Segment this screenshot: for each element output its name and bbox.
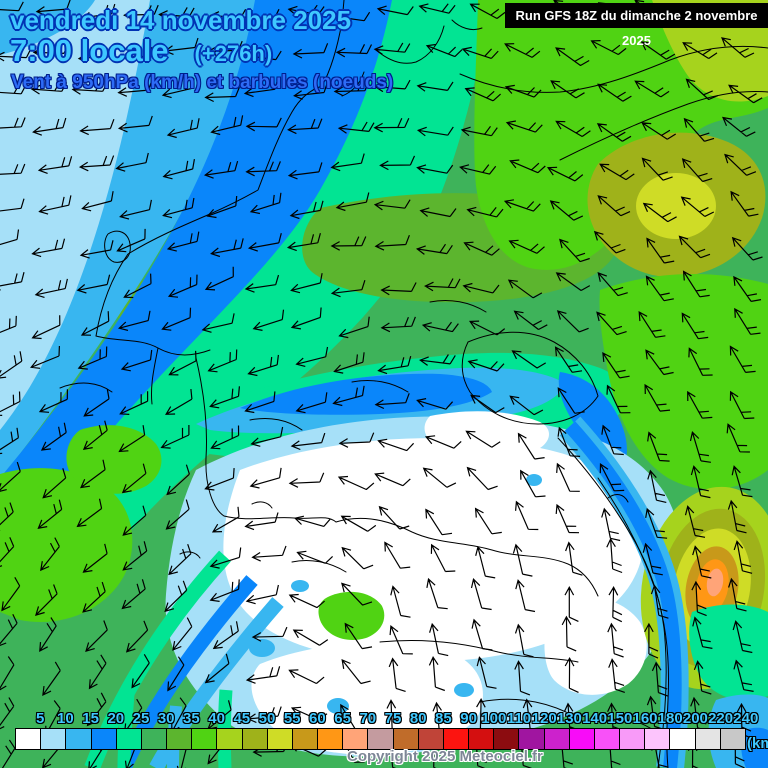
colorbar-cell: [694, 729, 720, 749]
colorbar-tick-label: 120: [531, 710, 557, 727]
colorbar-tick-label: 40: [208, 710, 225, 727]
colorbar-cell: [493, 729, 519, 749]
colorbar-tick-label: 100: [481, 710, 507, 727]
colorbar-cell: [16, 729, 41, 749]
colorbar-tick-label: 90: [460, 710, 477, 727]
colorbar-cell: [367, 729, 393, 749]
colorbar-tick-label: 85: [435, 710, 452, 727]
colorbar-tick-label: 70: [359, 710, 377, 727]
colorbar-cell: [719, 729, 745, 749]
colorbar-cell: [593, 729, 620, 749]
colorbar-tick-label: 220: [708, 710, 734, 727]
colorbar-cell: [317, 729, 343, 749]
colorbar-cell: [442, 729, 469, 749]
colorbar-tick-label: 25: [132, 710, 150, 727]
colorbar-cell: [40, 729, 66, 749]
colorbar-tick-label: 150: [607, 710, 633, 727]
colorbar-tick-label: 60: [309, 710, 326, 727]
colorbar-tick-label: 45: [233, 710, 251, 727]
colorbar-cell: [417, 729, 443, 749]
colorbar-tick-label: 65: [334, 710, 351, 727]
colorbar-tick-label: 160: [632, 710, 658, 727]
colorbar-cell: [266, 729, 292, 749]
colorbar-cell: [191, 729, 217, 749]
colorbar-cell: [392, 729, 418, 749]
colorbar-tick-label: 10: [57, 710, 74, 727]
colorbar-cell: [518, 729, 544, 749]
colorbar-tick-label: 130: [556, 710, 582, 727]
colorbar-tick-label: 180: [657, 710, 683, 727]
colorbar-cell: [644, 729, 670, 749]
colorbar-cell: [140, 729, 167, 749]
wind-speed-colorbar: [15, 728, 746, 750]
colorbar-cell: [115, 729, 141, 749]
colorbar-tick-label: 80: [409, 710, 427, 727]
colorbar-cell: [619, 729, 645, 749]
colorbar-cell: [468, 729, 494, 749]
colorbar-tick-label: 110: [506, 710, 532, 727]
colorbar-cell: [166, 729, 192, 749]
colorbar-tick-label: 240: [733, 710, 759, 727]
colorbar-cell: [65, 729, 91, 749]
colorbar-tick-label: 55: [283, 710, 301, 727]
model-run-text: Run GFS 18Z du dimanche 2 novembre 2025: [515, 8, 758, 48]
colorbar-cell: [241, 729, 267, 749]
colorbar-tick-label: 30: [157, 710, 175, 727]
colorbar-cell: [669, 729, 695, 749]
colorbar-cell: [342, 729, 368, 749]
colorbar-cell: [90, 729, 116, 749]
colorbar-tick-label: 50: [258, 710, 276, 727]
colorbar-tick-label: 200: [682, 710, 708, 727]
colorbar-cell: [568, 729, 594, 749]
colorbar-tick-label: 75: [384, 710, 402, 727]
colorbar-tick-label: 35: [183, 710, 200, 727]
colorbar-tick-label: 140: [582, 710, 608, 727]
colorbar-tick-label: 15: [82, 710, 99, 727]
model-run-banner: Run GFS 18Z du dimanche 2 novembre 2025: [505, 3, 768, 48]
colorbar-tick-label: 5: [36, 710, 45, 727]
colorbar-cell: [216, 729, 242, 749]
colorbar-cell: [291, 729, 318, 749]
colorbar-cell: [543, 729, 569, 749]
colorbar-tick-label: 20: [107, 710, 125, 727]
